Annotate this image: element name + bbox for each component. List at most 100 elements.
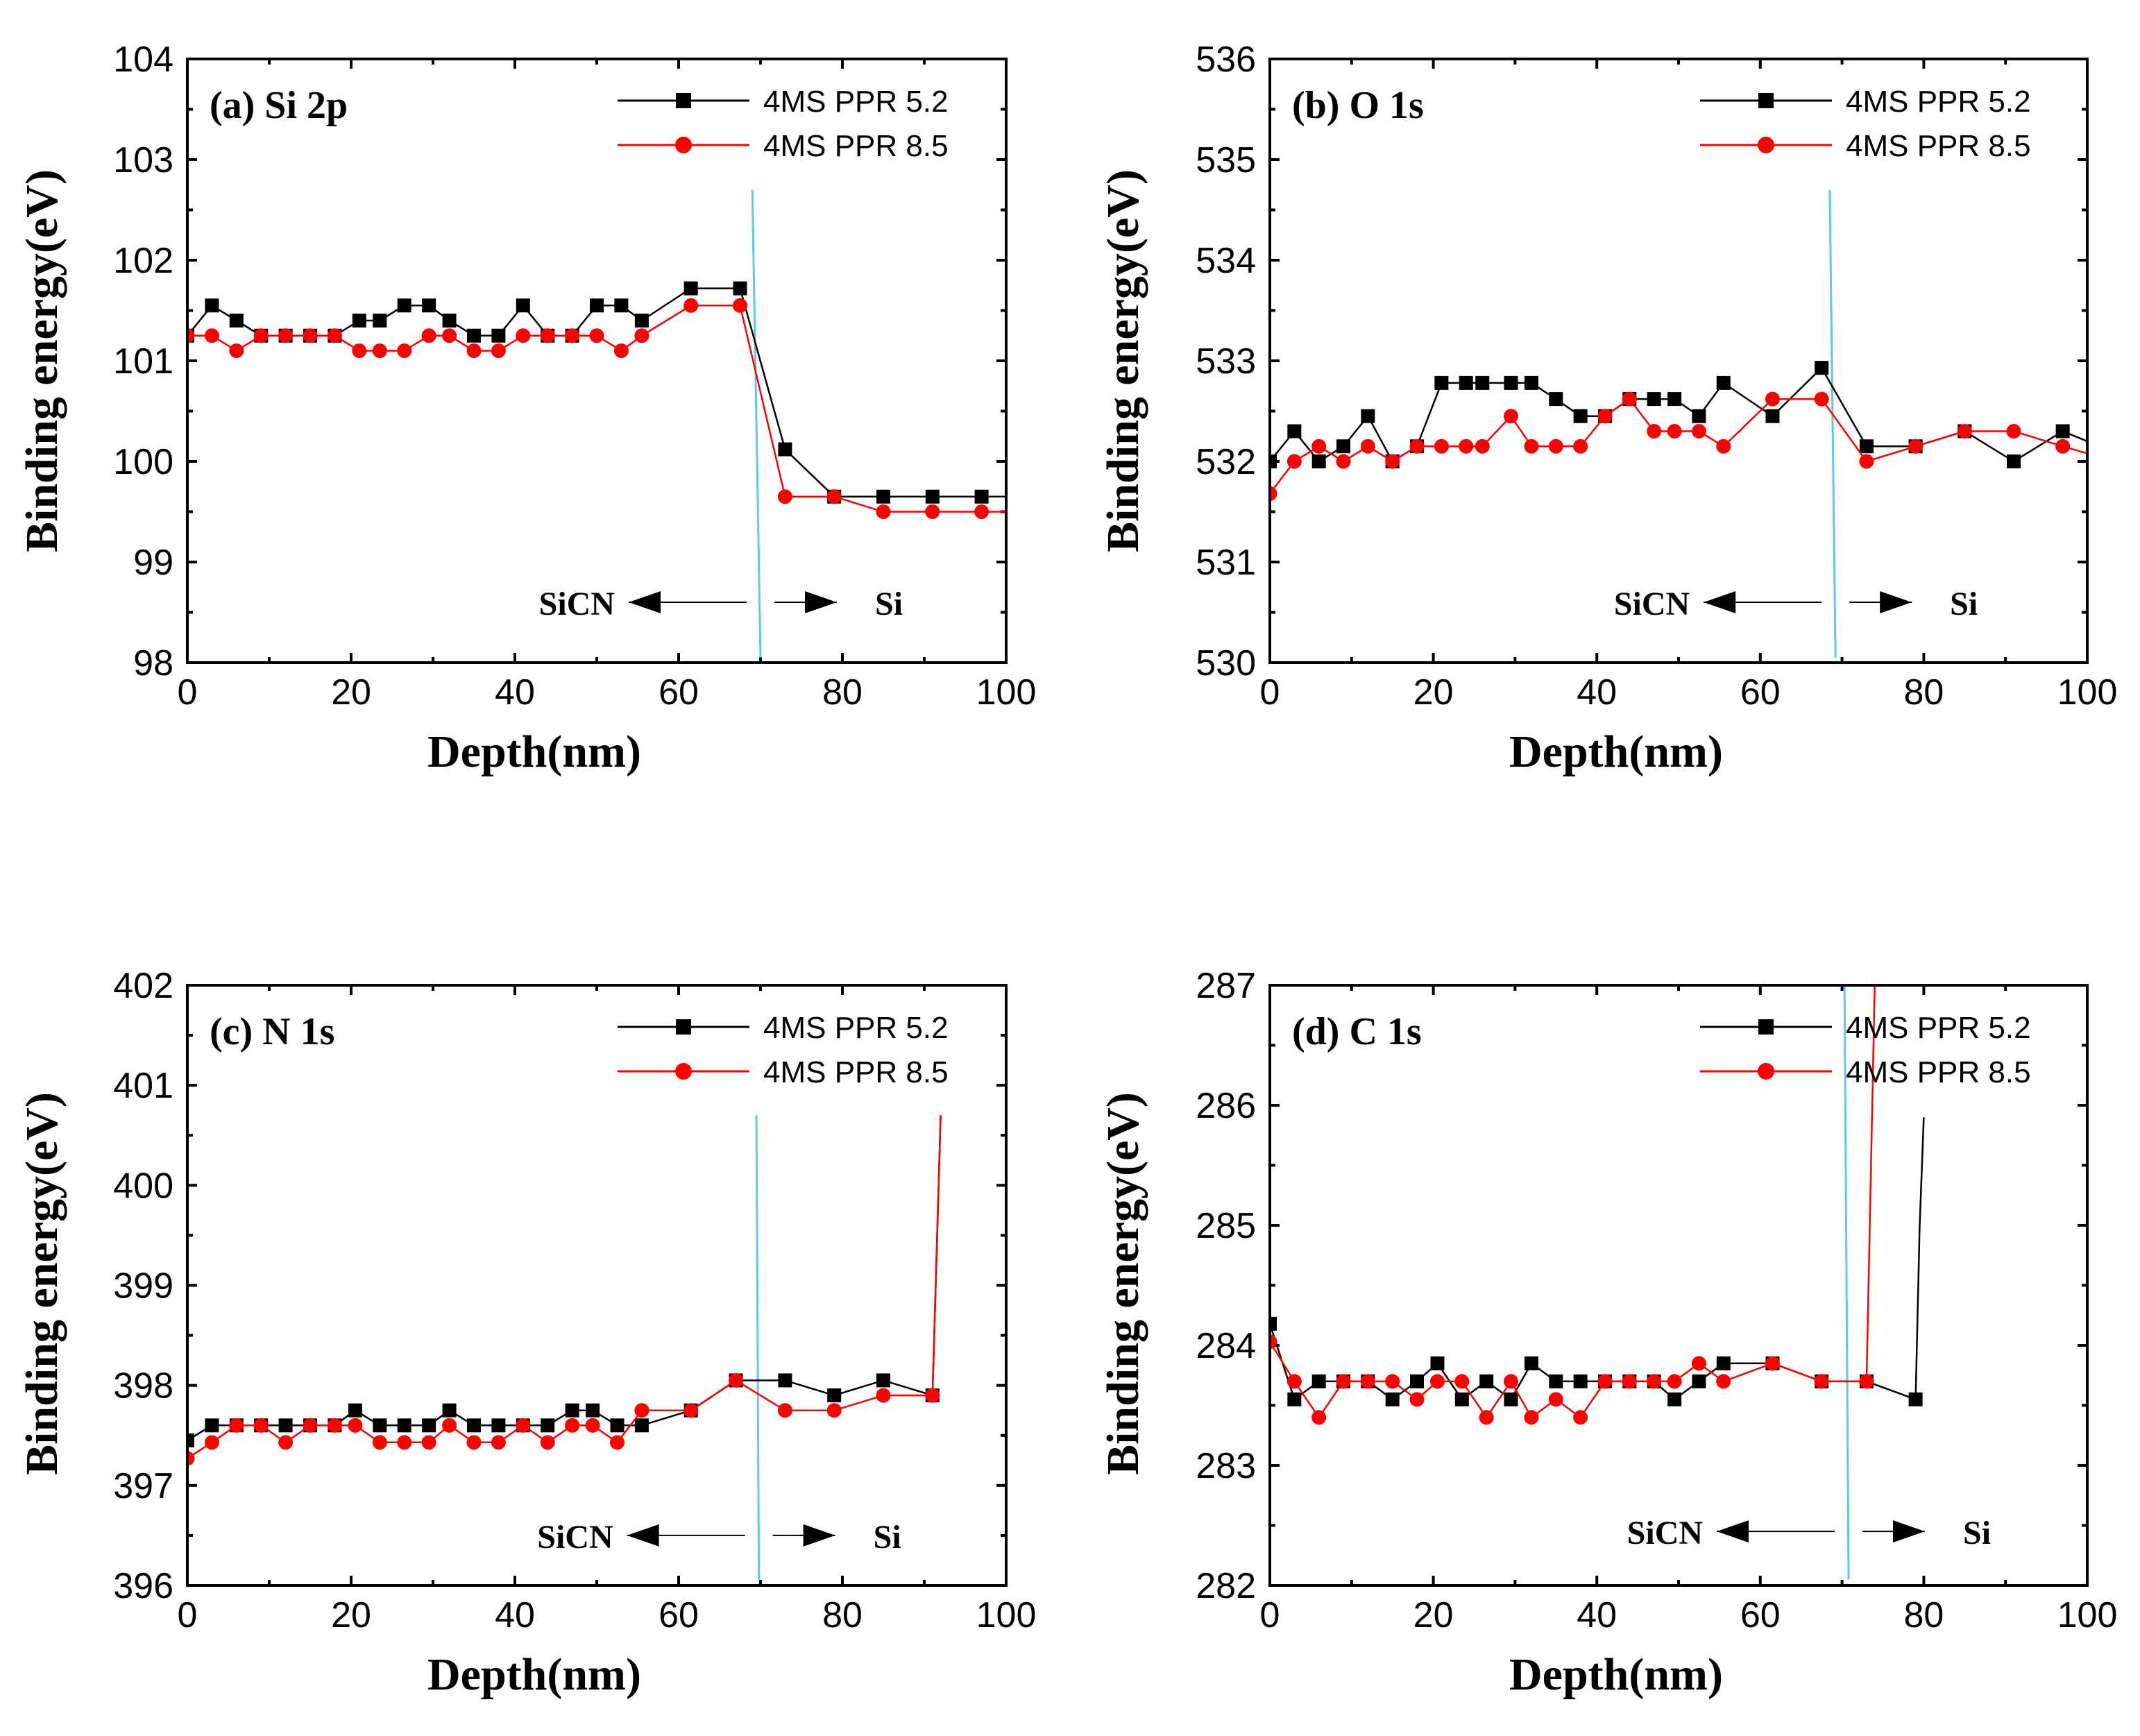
data-point: [397, 1435, 412, 1450]
data-point: [373, 1418, 387, 1433]
y-tick-label: 401: [113, 1066, 173, 1106]
arrow-right-head: [803, 1524, 835, 1547]
data-point: [229, 343, 244, 358]
data-point: [278, 328, 294, 343]
series-line-ppr-5-2: [1270, 366, 2087, 463]
data-point: [1647, 1374, 1662, 1389]
x-tick-label: 60: [659, 1595, 699, 1635]
data-point: [1479, 1374, 1494, 1388]
x-axis-title: Depth(nm): [427, 1649, 641, 1700]
data-point: [1434, 375, 1449, 390]
region-label-si: Si: [1950, 586, 1978, 622]
arrow-right-head: [1880, 591, 1912, 613]
plot-area: [187, 1115, 942, 1466]
interface-line: [751, 189, 762, 658]
data-point: [1270, 1316, 1277, 1331]
data-point: [876, 489, 890, 504]
region-label-sicn: SiCN: [1627, 1515, 1704, 1551]
y-axis-title: Binding energy(eV): [17, 1092, 67, 1475]
legend-label: 4MS PPR 8.5: [763, 1055, 949, 1089]
data-point: [397, 298, 411, 313]
legend-marker: [676, 1019, 691, 1035]
data-point: [1716, 1374, 1731, 1389]
data-point: [1524, 439, 1539, 454]
legend-label: 4MS PPR 8.5: [1846, 1055, 2031, 1089]
y-tick-label: 99: [133, 543, 173, 583]
data-point: [1311, 1374, 1326, 1388]
data-point: [1311, 439, 1327, 454]
data-point: [1716, 375, 1731, 390]
data-point: [634, 1418, 649, 1433]
data-point: [1336, 439, 1351, 454]
data-point: [1311, 1410, 1327, 1425]
region-label-sicn: SiCN: [539, 586, 615, 622]
y-tick-label: 534: [1196, 241, 1256, 281]
y-tick-label: 399: [113, 1266, 173, 1307]
data-point: [2055, 424, 2070, 439]
x-tick-label: 0: [178, 1595, 198, 1635]
x-tick-label: 80: [1903, 1595, 1944, 1635]
x-tick-label: 60: [1740, 672, 1781, 713]
data-point: [876, 1388, 891, 1403]
data-point: [876, 504, 891, 519]
data-point: [1504, 1374, 1519, 1389]
data-point: [467, 328, 481, 343]
data-point: [610, 1418, 625, 1433]
data-point: [1286, 1374, 1302, 1389]
x-axis-title: Depth(nm): [1509, 1649, 1723, 1700]
data-point: [372, 1435, 387, 1450]
series-line-ppr-5-2: [1270, 1117, 1925, 1401]
interface-line: [1828, 189, 1837, 658]
data-point: [1859, 1374, 1874, 1389]
panel-title: (d) C 1s: [1292, 1010, 1422, 1053]
legend-label: 4MS PPR 5.2: [1846, 1011, 2031, 1045]
data-point: [422, 298, 436, 313]
plot-frame: [1268, 58, 2089, 664]
data-point: [421, 328, 436, 343]
y-tick-label: 284: [1196, 1326, 1256, 1366]
data-point: [1270, 454, 1277, 468]
data-point: [491, 1435, 506, 1450]
y-axis-title: Binding energy(eV): [1098, 1092, 1148, 1475]
x-axis-title: Depth(nm): [1509, 726, 1723, 777]
x-tick-label: 80: [1903, 672, 1944, 713]
data-point: [634, 328, 649, 343]
data-point: [1597, 409, 1613, 424]
data-point: [585, 1418, 600, 1433]
x-tick-label: 0: [1260, 1595, 1280, 1635]
data-point: [1667, 1374, 1682, 1389]
data-point: [733, 281, 747, 296]
region-label-si: Si: [875, 586, 903, 622]
legend-marker: [675, 1063, 692, 1080]
data-point: [1336, 1374, 1351, 1389]
region-label-sicn: SiCN: [537, 1519, 613, 1556]
data-point: [589, 328, 604, 343]
data-point: [1765, 409, 1780, 423]
x-tick-label: 20: [1413, 672, 1454, 713]
data-point: [1859, 439, 1874, 454]
data-point: [1573, 439, 1588, 454]
data-point: [1385, 1374, 1400, 1389]
data-point: [372, 343, 387, 358]
data-point: [777, 489, 792, 504]
data-point: [229, 314, 244, 327]
data-point: [1549, 1374, 1563, 1388]
plot-frame: [186, 58, 1008, 664]
data-point: [442, 314, 457, 327]
y-tick-label: 287: [1196, 966, 1256, 1006]
legend-label: 4MS PPR 5.2: [1846, 85, 2031, 119]
y-tick-label: 535: [1196, 140, 1256, 180]
data-point: [683, 298, 699, 313]
y-tick-label: 101: [113, 341, 173, 382]
y-tick-label: 530: [1196, 643, 1256, 683]
data-point: [2006, 454, 2021, 468]
data-point: [1548, 439, 1563, 454]
data-point: [327, 328, 342, 343]
data-point: [348, 1403, 362, 1418]
data-point: [466, 343, 482, 358]
data-point: [541, 1418, 555, 1433]
data-point: [1409, 1392, 1425, 1407]
x-tick-label: 40: [1577, 672, 1617, 713]
data-point: [1573, 409, 1588, 423]
data-point: [1716, 1356, 1731, 1370]
